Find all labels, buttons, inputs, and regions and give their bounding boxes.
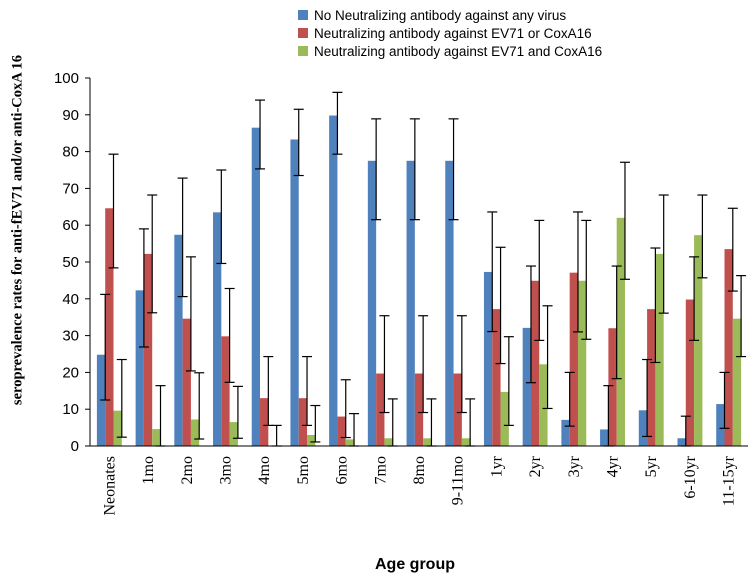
- bar: [732, 318, 742, 446]
- y-tick-label: 50: [62, 254, 79, 271]
- axes: [89, 78, 748, 447]
- x-tick-label: 1yr: [488, 455, 505, 477]
- legend-label: Neutralizing antibody against EV71 or Co…: [314, 25, 592, 41]
- bar: [716, 404, 725, 446]
- x-tick-label: 6-10yr: [682, 455, 699, 498]
- legend-item: Neutralizing antibody against EV71 and C…: [298, 42, 602, 60]
- bar: [260, 398, 269, 446]
- x-tick-label: 2yr: [527, 455, 544, 477]
- bar: [616, 217, 625, 446]
- bar: [345, 439, 355, 446]
- y-tick-label: 10: [62, 401, 79, 418]
- bar: [724, 249, 733, 446]
- bar: [685, 299, 695, 446]
- bar: [113, 410, 122, 446]
- bar: [406, 160, 415, 447]
- bar: [135, 290, 144, 446]
- x-tick-label: 9-11mo: [450, 456, 467, 505]
- x-tick-label: 7mo: [372, 456, 389, 484]
- bar: [638, 410, 648, 446]
- bar: [190, 419, 200, 446]
- x-tick-label: 11-15yr: [721, 455, 738, 506]
- x-tick-label: 5yr: [643, 455, 660, 477]
- bar: [414, 373, 424, 446]
- bar: [152, 429, 161, 446]
- bar: [105, 208, 114, 446]
- y-tick-label: 0: [71, 438, 79, 455]
- bar: [539, 364, 548, 446]
- legend-item: Neutralizing antibody against EV71 or Co…: [298, 24, 602, 42]
- bar: [655, 253, 664, 446]
- bar: [483, 271, 493, 446]
- y-axis-ticks: 0 10 20 30 40 50 60 70 80 90 100: [54, 70, 90, 455]
- x-axis-tick-labels: Neonates 1mo 2mo 3mo 4mo 5mo 6mo 7mo 8mo 9-11mo 1y…: [101, 455, 737, 515]
- bar: [423, 438, 432, 446]
- bar: [500, 391, 509, 446]
- legend-swatch: [298, 10, 308, 20]
- x-tick-label: 3yr: [566, 455, 583, 477]
- bar: [384, 438, 393, 446]
- bar: [337, 416, 346, 446]
- legend: No Neutralizing antibody against any vir…: [298, 6, 602, 60]
- bar: [569, 272, 578, 446]
- bar: [445, 160, 454, 447]
- bar: [290, 139, 299, 446]
- bar: [608, 328, 617, 446]
- y-tick-label: 30: [62, 328, 79, 345]
- bar: [143, 253, 153, 446]
- bar: [221, 336, 230, 446]
- bar: [251, 127, 261, 447]
- bar: [229, 422, 238, 446]
- y-tick-label: 70: [62, 180, 79, 197]
- bar: [367, 160, 377, 447]
- x-tick-label: 5mo: [295, 456, 312, 484]
- x-tick-label: 2mo: [179, 456, 196, 484]
- x-tick-label: Neonates: [101, 456, 118, 516]
- legend-label: No Neutralizing antibody against any vir…: [314, 7, 567, 23]
- bar: [376, 373, 385, 446]
- bar: [647, 309, 656, 446]
- y-axis-label: seroprevalence rates for anti-fEV71 and/…: [9, 54, 26, 406]
- bar: [213, 212, 222, 446]
- bar: [307, 434, 316, 446]
- y-tick-label: 80: [62, 144, 79, 161]
- bar: [174, 234, 183, 446]
- bar: [453, 373, 462, 446]
- bar: [677, 438, 686, 446]
- x-axis-label: Age group: [375, 556, 455, 573]
- legend-label: Neutralizing antibody against EV71 and C…: [314, 43, 603, 59]
- x-tick-label: 4mo: [256, 456, 273, 484]
- y-tick-label: 20: [62, 364, 79, 381]
- legend-swatch: [298, 46, 308, 56]
- x-tick-label: 8mo: [411, 456, 428, 484]
- y-tick-label: 90: [62, 107, 79, 124]
- y-tick-label: 100: [54, 70, 79, 87]
- error-bars: [100, 91, 747, 447]
- y-tick-label: 60: [62, 217, 79, 234]
- bar: [492, 309, 501, 446]
- bar: [561, 419, 570, 446]
- bar: [461, 438, 471, 446]
- bar: [182, 318, 191, 446]
- legend-item: No Neutralizing antibody against any vir…: [298, 6, 602, 24]
- x-tick-label: 4yr: [605, 455, 622, 477]
- bar: [530, 280, 540, 446]
- x-tick-label: 6mo: [334, 456, 351, 484]
- bar: [600, 429, 609, 446]
- legend-swatch: [298, 28, 308, 38]
- x-tick-label: 3mo: [217, 456, 234, 484]
- bar: [577, 280, 587, 446]
- bar: [522, 327, 531, 446]
- x-tick-label: 1mo: [140, 456, 157, 484]
- y-tick-label: 40: [62, 291, 79, 308]
- bar: [298, 398, 308, 446]
- bar: [329, 115, 338, 446]
- bars: [96, 115, 742, 447]
